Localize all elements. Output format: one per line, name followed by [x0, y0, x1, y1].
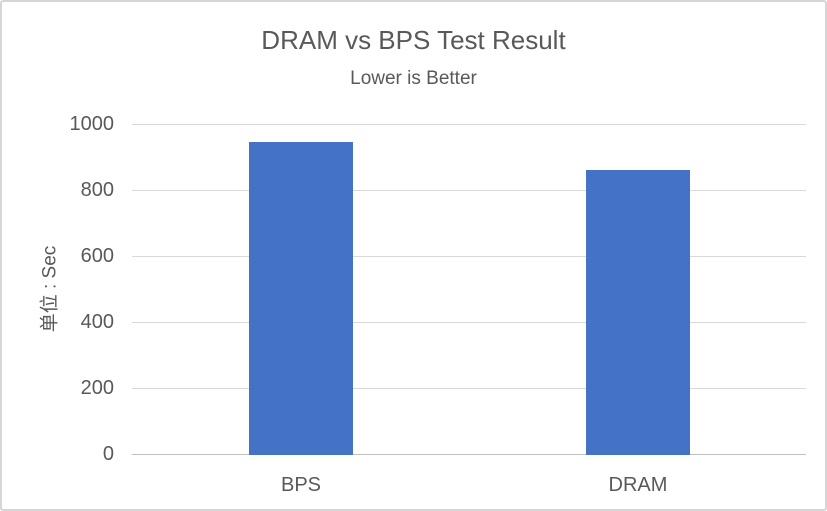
category-label-dram: DRAM: [608, 474, 668, 496]
bar-bps: [249, 142, 353, 455]
y-tick-label-200: 200: [80, 377, 114, 399]
bar-dram: [586, 170, 690, 455]
gridline-800: [132, 190, 806, 191]
y-tick-label-400: 400: [80, 311, 114, 333]
gridline-400: [132, 322, 806, 323]
y-tick-label-600: 600: [80, 245, 114, 267]
category-label-bps: BPS: [280, 474, 322, 496]
chart-subtitle: Lower is Better: [350, 68, 477, 89]
gridline-600: [132, 256, 806, 257]
y-tick-label-800: 800: [80, 179, 114, 201]
chart-title: DRAM vs BPS Test Result: [261, 25, 566, 55]
x-axis-line: [132, 454, 806, 455]
gridline-200: [132, 388, 806, 389]
y-tick-label-0: 0: [102, 443, 114, 465]
y-tick-label-1000: 1000: [69, 113, 115, 135]
gridline-1000: [132, 124, 806, 125]
